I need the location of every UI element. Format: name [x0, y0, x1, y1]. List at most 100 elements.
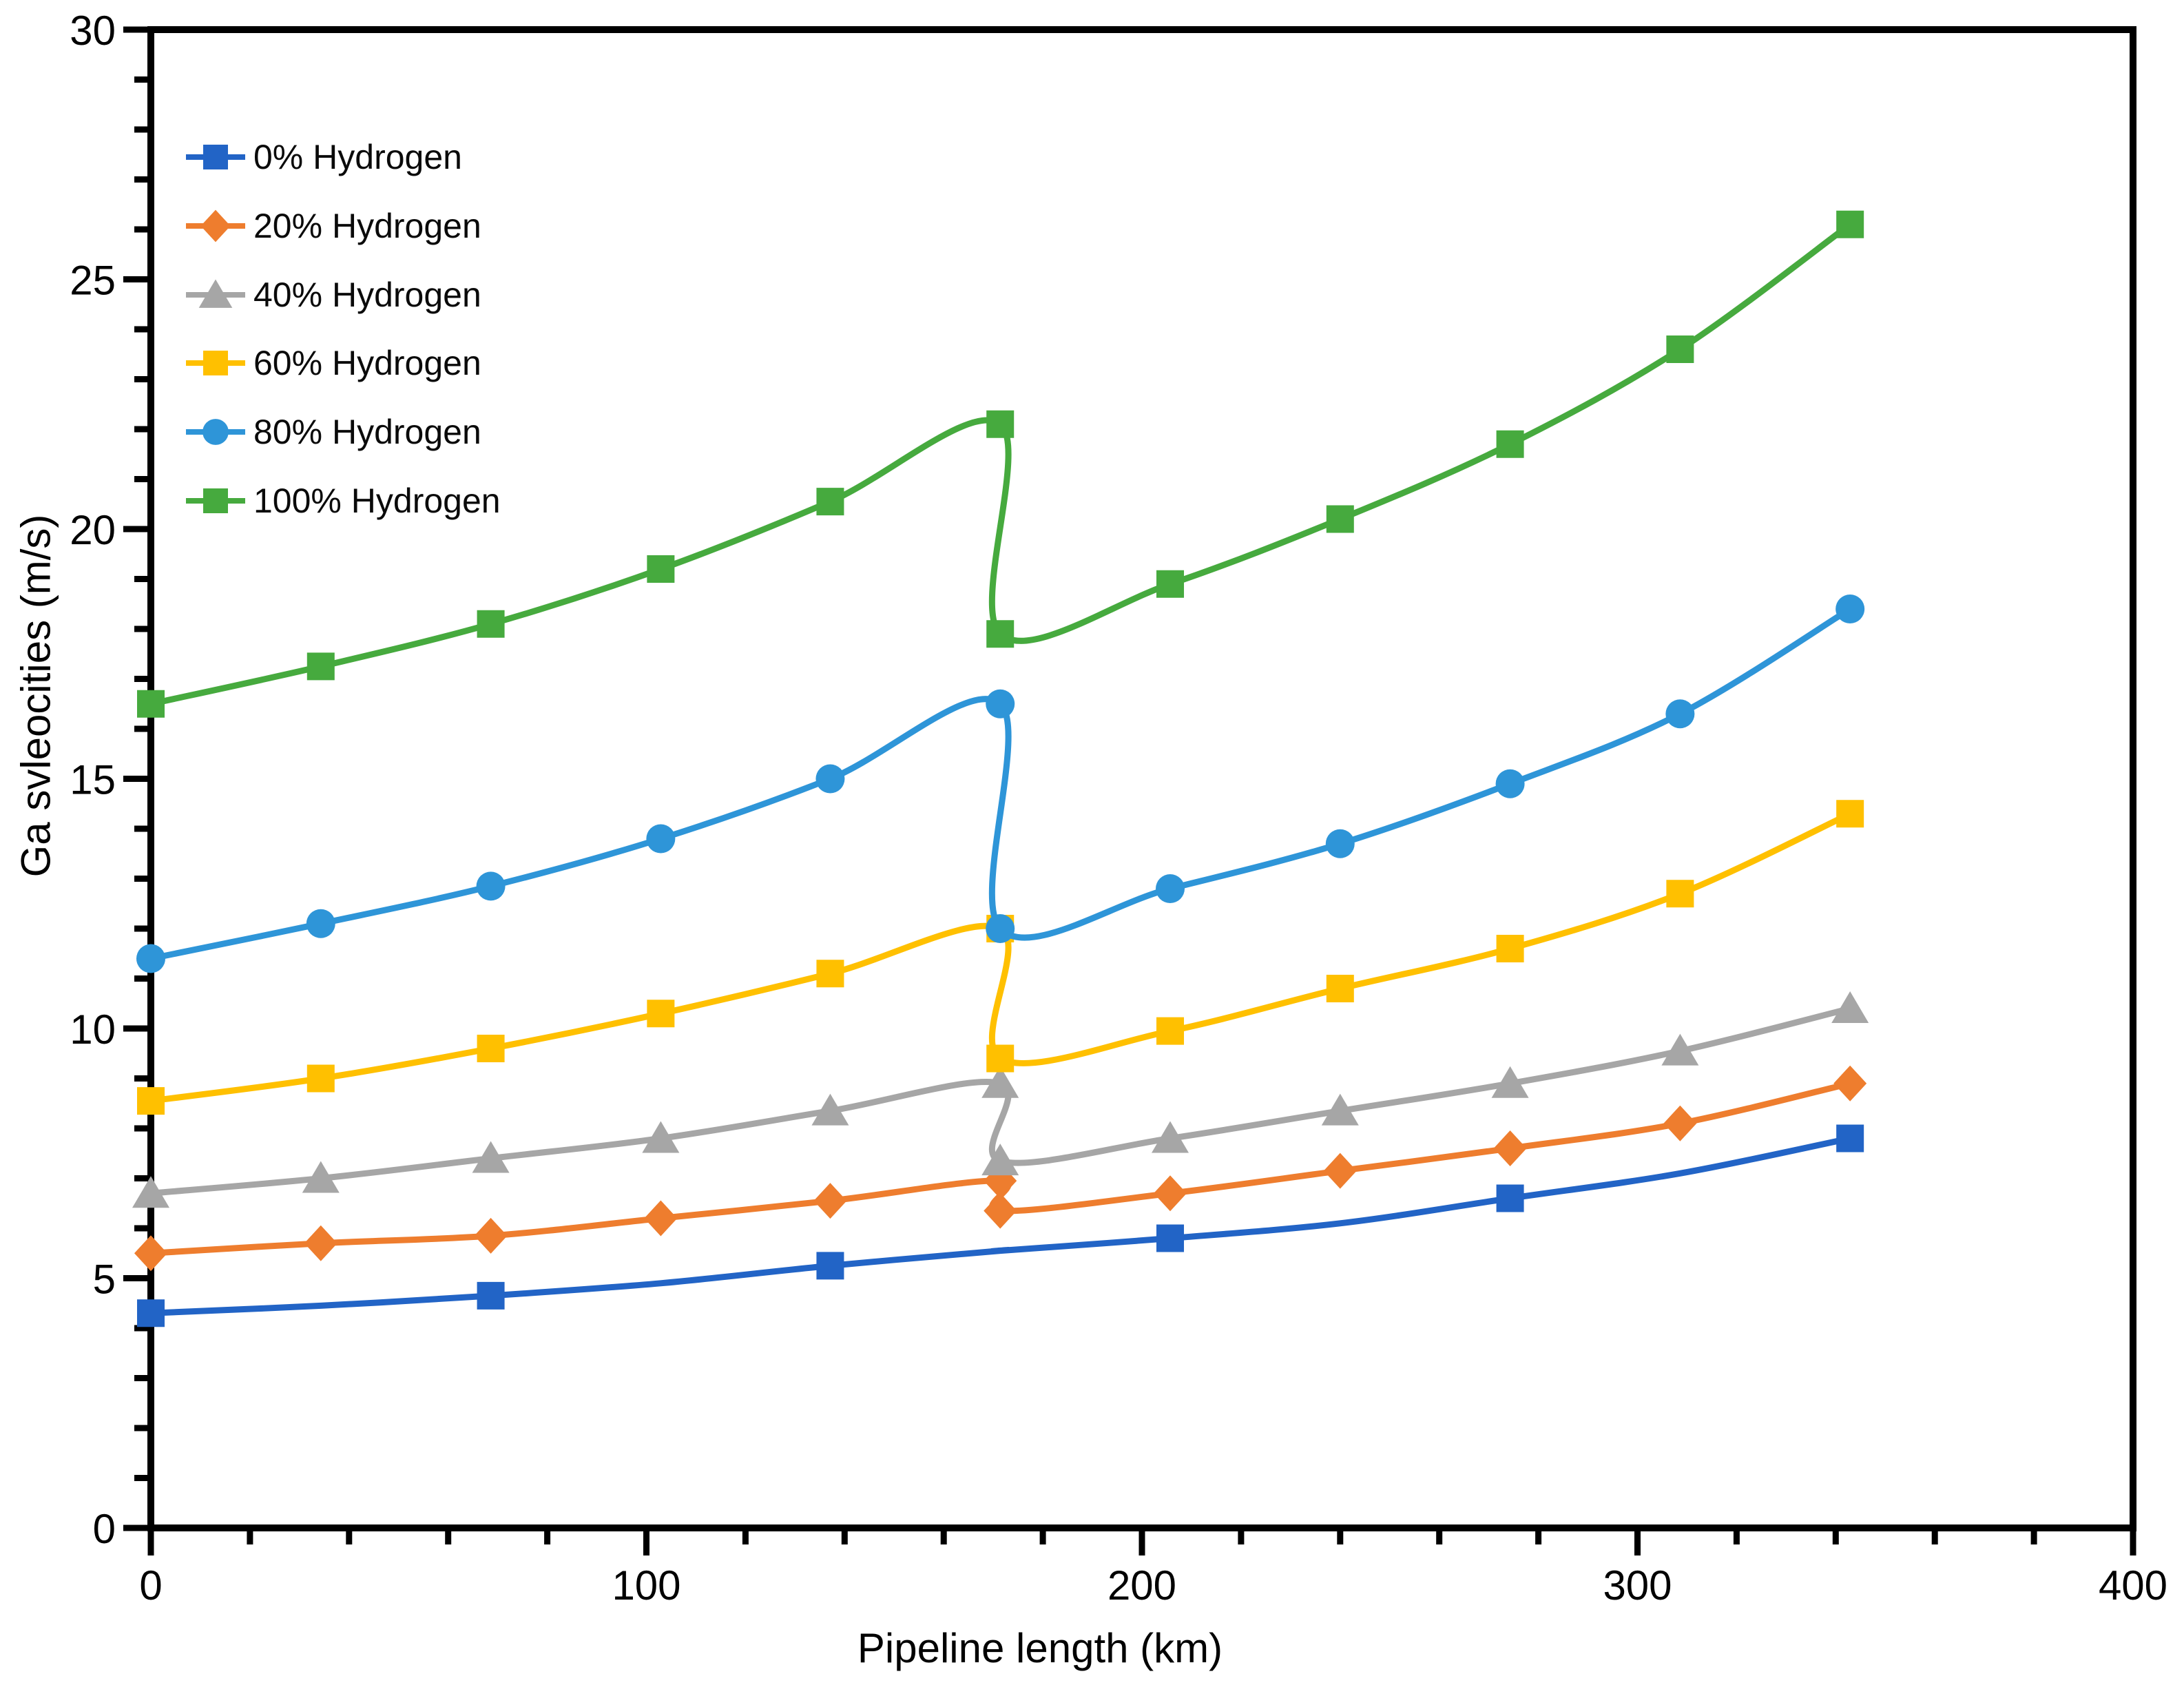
y-axis-tick-label: 25	[70, 258, 116, 304]
data-point-marker-20-hydrogen	[1833, 1065, 1867, 1102]
data-point-marker-100-hydrogen	[1836, 210, 1864, 238]
data-point-marker-60-hydrogen	[1836, 800, 1864, 828]
data-point-marker-40-hydrogen	[472, 1141, 510, 1173]
data-point-marker-80-hydrogen	[986, 914, 1015, 943]
data-point-marker-40-hydrogen	[1491, 1066, 1529, 1098]
legend-label-20-hydrogen: 20% Hydrogen	[253, 206, 481, 245]
x-axis-tick-label: 100	[612, 1562, 680, 1609]
legend-label-100-hydrogen: 100% Hydrogen	[253, 482, 501, 520]
y-axis-tick-label: 10	[70, 1006, 116, 1053]
data-point-marker-20-hydrogen	[1323, 1152, 1357, 1189]
legend-item-100-hydrogen: 100% Hydrogen	[185, 482, 501, 520]
y-axis-title: Ga svleocities (m/s)	[12, 514, 59, 878]
data-point-marker-80-hydrogen	[646, 824, 676, 854]
data-point-marker-20-hydrogen	[1154, 1175, 1187, 1212]
data-point-marker-100-hydrogen	[1666, 335, 1694, 363]
x-axis-tick-label: 300	[1603, 1562, 1672, 1609]
data-point-marker-100-hydrogen	[986, 620, 1015, 648]
data-point-marker-40-hydrogen	[981, 1144, 1019, 1176]
legend-label-40-hydrogen: 40% Hydrogen	[253, 275, 481, 314]
data-point-marker-80-hydrogen	[986, 689, 1015, 719]
series-line-0-hydrogen	[147, 1135, 1853, 1316]
data-point-marker-0-hydrogen	[1496, 1184, 1524, 1212]
data-point-marker-80-hydrogen	[1835, 595, 1865, 623]
series-0-hydrogen	[137, 1124, 1864, 1327]
data-point-marker-40-hydrogen	[1321, 1093, 1359, 1126]
legend-key-0-hydrogen	[186, 145, 245, 169]
legend-key-100-hydrogen	[186, 488, 245, 513]
data-point-marker-20-hydrogen	[304, 1225, 337, 1261]
legend-key-marker-20-hydrogen	[200, 209, 231, 242]
data-point-marker-60-hydrogen	[986, 1044, 1015, 1073]
y-axis-tick-label: 5	[93, 1257, 116, 1303]
data-point-marker-20-hydrogen	[1663, 1105, 1697, 1141]
data-point-marker-100-hydrogen	[1156, 570, 1185, 598]
x-axis-tick-label: 0	[139, 1562, 162, 1609]
y-axis-tick-label: 20	[70, 507, 116, 553]
legend-label-80-hydrogen: 80% Hydrogen	[253, 413, 481, 452]
data-point-marker-20-hydrogen	[1493, 1130, 1527, 1166]
data-point-marker-100-hydrogen	[647, 555, 675, 583]
data-point-marker-80-hydrogen	[476, 871, 506, 901]
data-point-marker-0-hydrogen	[1836, 1124, 1864, 1152]
data-point-marker-60-hydrogen	[306, 1064, 335, 1093]
data-point-marker-0-hydrogen	[477, 1281, 505, 1310]
data-point-marker-100-hydrogen	[986, 410, 1015, 438]
data-point-marker-60-hydrogen	[1496, 935, 1524, 962]
data-point-marker-60-hydrogen	[816, 960, 844, 988]
data-point-marker-40-hydrogen	[811, 1093, 849, 1126]
data-point-marker-40-hydrogen	[1661, 1033, 1699, 1066]
legend-key-20-hydrogen	[186, 209, 245, 242]
data-point-marker-20-hydrogen	[813, 1183, 847, 1219]
series-line-40-hydrogen	[147, 1005, 1853, 1197]
data-point-marker-100-hydrogen	[1496, 430, 1524, 458]
legend-item-20-hydrogen: 20% Hydrogen	[185, 207, 481, 245]
data-point-marker-80-hydrogen	[1665, 699, 1695, 729]
y-axis-tick-label: 0	[93, 1506, 116, 1552]
series-line-80-hydrogen	[147, 606, 1853, 962]
legend-item-40-hydrogen: 40% Hydrogen	[185, 276, 481, 314]
data-point-marker-100-hydrogen	[137, 690, 165, 718]
data-point-marker-20-hydrogen	[644, 1200, 678, 1237]
data-point-marker-80-hydrogen	[1156, 874, 1185, 903]
x-axis-title: Pipeline length (km)	[857, 1625, 1223, 1671]
data-point-marker-20-hydrogen	[984, 1192, 1017, 1229]
legend-item-0-hydrogen: 0% Hydrogen	[185, 138, 462, 176]
plot-frame	[147, 26, 2136, 1531]
data-point-marker-100-hydrogen	[816, 488, 844, 516]
legend-key-40-hydrogen	[186, 279, 245, 308]
series-20-hydrogen	[134, 1065, 1867, 1272]
data-point-marker-60-hydrogen	[477, 1035, 505, 1062]
legend-key-marker-60-hydrogen	[203, 351, 228, 376]
legend-key-marker-100-hydrogen	[203, 488, 228, 513]
legend-label-60-hydrogen: 60% Hydrogen	[253, 344, 481, 383]
legend-key-marker-0-hydrogen	[203, 145, 228, 169]
legend-key-80-hydrogen	[186, 419, 245, 446]
legend-key-60-hydrogen	[186, 351, 245, 376]
data-point-marker-80-hydrogen	[1325, 829, 1355, 858]
data-point-marker-60-hydrogen	[1666, 880, 1694, 908]
x-axis-tick-label: 200	[1107, 1562, 1176, 1609]
legend-label-0-hydrogen: 0% Hydrogen	[253, 138, 462, 176]
data-point-marker-0-hydrogen	[1156, 1224, 1185, 1252]
y-axis-tick-label: 15	[70, 757, 116, 803]
series-80-hydrogen	[136, 595, 1865, 973]
data-point-marker-20-hydrogen	[474, 1217, 508, 1254]
data-point-marker-80-hydrogen	[136, 944, 165, 973]
data-point-marker-40-hydrogen	[132, 1176, 169, 1208]
data-point-marker-60-hydrogen	[1326, 975, 1354, 1002]
data-point-marker-40-hydrogen	[1152, 1121, 1189, 1153]
series-40-hydrogen	[132, 991, 1869, 1208]
data-point-marker-60-hydrogen	[1156, 1017, 1185, 1045]
legend-item-80-hydrogen: 80% Hydrogen	[185, 413, 481, 451]
data-point-marker-60-hydrogen	[137, 1087, 165, 1115]
y-axis-tick-label: 30	[70, 8, 116, 54]
data-point-marker-80-hydrogen	[306, 909, 335, 938]
x-axis-tick-label: 400	[2099, 1562, 2167, 1609]
legend-key-marker-40-hydrogen	[198, 279, 233, 308]
data-point-marker-20-hydrogen	[134, 1235, 167, 1272]
data-point-marker-40-hydrogen	[642, 1121, 680, 1153]
data-point-marker-0-hydrogen	[816, 1252, 844, 1280]
